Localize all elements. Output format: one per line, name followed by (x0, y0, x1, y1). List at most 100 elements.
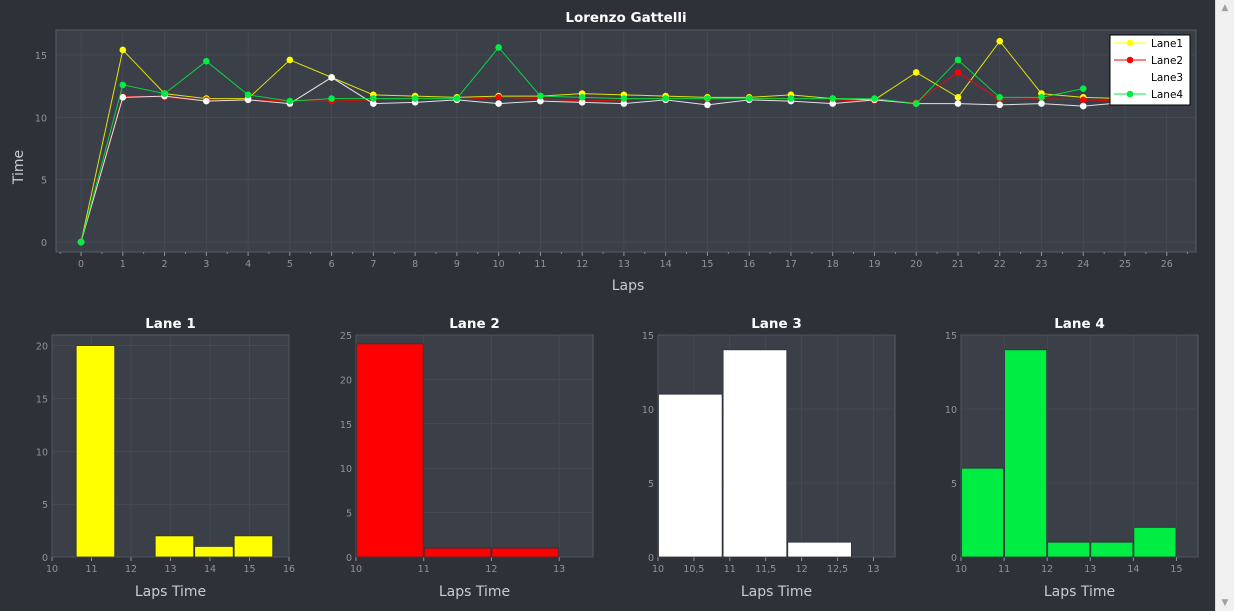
legend-label-lane3: Lane3 (1151, 72, 1183, 84)
data-point-lane4 (871, 95, 878, 102)
x-tick-label: 10 (350, 564, 362, 575)
histogram-bar (75, 345, 116, 558)
x-tick-label: 23 (1035, 259, 1047, 270)
y-tick-label: 5 (648, 479, 654, 490)
data-point-lane3 (704, 101, 711, 109)
histogram-title: Lane 1 (145, 316, 196, 332)
histogram-bar (1090, 541, 1134, 558)
x-tick-label: 19 (868, 259, 880, 270)
histogram-bar (1004, 349, 1048, 558)
y-tick-label: 10 (35, 113, 47, 124)
lap-times-line-chart: 0 1 2 3 4 5 6 7 8 9 10 11 12 13 14 15 16 17 18 19 20 21 22 23 24… (11, 10, 1197, 294)
plot-area (55, 29, 1197, 253)
x-tick-label: 11 (418, 564, 430, 575)
data-point-lane4 (328, 95, 335, 102)
data-point-lane4 (829, 95, 837, 102)
y-tick-label: 20 (340, 375, 352, 386)
x-tick-label: 13 (553, 564, 565, 575)
x-tick-label: 12 (485, 564, 497, 575)
histogram-bar (154, 535, 195, 558)
x-tick-label: 11 (724, 564, 736, 575)
data-point-lane3 (328, 74, 335, 81)
x-tick-label: 10 (955, 564, 967, 575)
data-point-lane4 (620, 95, 628, 102)
x-tick-label: 16 (743, 259, 755, 270)
x-tick-label: 24 (1077, 259, 1089, 270)
data-point-lane3 (954, 100, 962, 107)
y-tick-label: 5 (951, 479, 957, 490)
x-tick-label: 0 (78, 259, 84, 270)
x-tick-label: 10 (46, 564, 58, 575)
y-tick-label: 10 (340, 464, 352, 475)
data-point-lane4 (1038, 94, 1045, 101)
y-tick-label: 15 (340, 420, 352, 431)
histogram-bar (722, 349, 788, 558)
chart-title: Lorenzo Gattelli (565, 10, 686, 26)
scroll-down-icon[interactable]: ▼ (1221, 598, 1229, 608)
data-point-lane1 (912, 69, 920, 76)
data-point-lane4 (537, 92, 544, 100)
data-point-lane4 (954, 56, 962, 64)
histogram-bar (787, 541, 852, 558)
x-axis-label: Laps Time (439, 584, 510, 600)
y-tick-label: 25 (340, 331, 352, 342)
x-tick-label: 18 (827, 259, 839, 270)
x-tick-label: 2 (162, 259, 168, 270)
y-tick-label: 5 (42, 500, 48, 511)
legend-marker-lane2 (1126, 56, 1134, 64)
histogram-title: Lane 2 (449, 316, 500, 332)
x-tick-label: 22 (994, 259, 1006, 270)
x-tick-label: 15 (701, 259, 713, 270)
data-point-lane3 (537, 97, 544, 105)
histogram-bar (491, 547, 560, 558)
vertical-scrollbar[interactable]: ▲ ▼ (1215, 0, 1234, 611)
x-tick-label: 9 (454, 259, 460, 270)
data-point-lane2 (954, 69, 962, 76)
x-tick-label: 11 (534, 259, 546, 270)
series-line-lane1 (80, 40, 1126, 243)
histogram-bar (1047, 541, 1091, 558)
x-tick-label: 16 (283, 564, 295, 575)
scroll-up-icon[interactable]: ▲ (1221, 3, 1229, 13)
lane-2-histogram: Lane 2 10 11 12 13 0 5 10 15 20 25 Laps Time (340, 316, 594, 600)
y-tick-label: 0 (41, 238, 47, 249)
data-point-lane4 (495, 44, 502, 51)
data-point-lane3 (244, 96, 252, 104)
x-tick-label: 1 (120, 259, 126, 270)
data-point-lane4 (787, 95, 795, 102)
data-point-lane3 (495, 100, 502, 107)
data-point-lane3 (996, 101, 1004, 109)
histogram-bar (658, 393, 723, 558)
x-tick-label: 11 (998, 564, 1010, 575)
legend-label-lane2: Lane2 (1151, 55, 1183, 67)
x-tick-label: 3 (203, 259, 209, 270)
y-tick-label: 10 (642, 405, 654, 416)
x-tick-label: 13 (867, 564, 879, 575)
x-tick-label: 21 (952, 259, 964, 270)
x-tick-label: 14 (1127, 564, 1139, 575)
data-point-lane4 (411, 95, 419, 102)
histogram-title: Lane 3 (751, 316, 802, 332)
legend-marker-lane4 (1126, 90, 1134, 98)
y-tick-label: 10 (945, 405, 957, 416)
x-tick-label: 12 (796, 564, 808, 575)
x-tick-label: 7 (370, 259, 376, 270)
x-tick-label: 12 (1041, 564, 1053, 575)
data-point-lane3 (620, 100, 628, 107)
lane-3-histogram: Lane 3 10 10,5 11 11,5 12 12,5 13 0 5 10 15 Laps Tim… (642, 316, 896, 600)
y-tick-label: 15 (36, 394, 48, 405)
y-tick-label: 5 (41, 176, 47, 187)
data-point-lane4 (662, 95, 669, 102)
legend-label-lane4: Lane4 (1151, 89, 1183, 101)
data-point-lane4 (286, 97, 294, 105)
x-tick-label: 13 (164, 564, 176, 575)
data-point-lane4 (704, 95, 711, 102)
x-tick-label: 4 (245, 259, 251, 270)
data-point-lane4 (119, 81, 127, 89)
x-tick-label: 10 (652, 564, 664, 575)
histogram-bar (961, 467, 1004, 558)
y-axis-label: Time (11, 150, 27, 185)
x-tick-label: 5 (287, 259, 293, 270)
data-point-lane3 (370, 100, 377, 107)
